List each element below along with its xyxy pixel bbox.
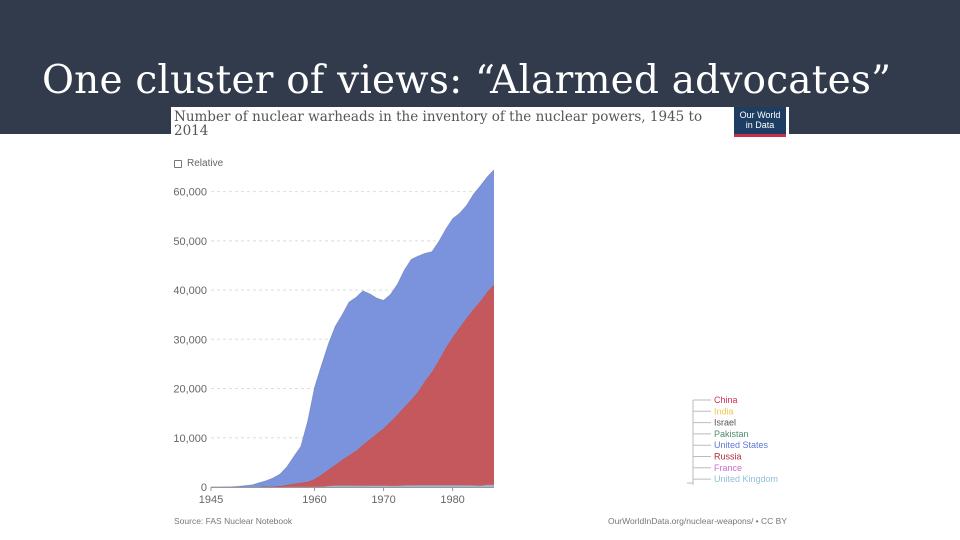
area-edge-united-states xyxy=(211,169,495,488)
slide-title: One cluster of views: “Alarmed advocates… xyxy=(42,58,892,103)
relative-label: Relative xyxy=(187,158,224,169)
relative-checkbox[interactable] xyxy=(174,159,182,168)
x-tick-label: 1980 xyxy=(440,494,464,506)
legend-label: China xyxy=(714,395,738,405)
chart-svg: 0 10,000 20,000 30,000 40,000 50,000 60,000 194… xyxy=(173,169,778,506)
y-tick-label: 30,000 xyxy=(173,334,207,346)
chart-card: Number of nuclear warheads in the invent… xyxy=(171,107,789,527)
legend-label: France xyxy=(714,463,742,473)
relative-toggle[interactable]: Relative xyxy=(174,158,223,169)
legend-label: United Kingdom xyxy=(714,474,778,484)
y-tick-label: 10,000 xyxy=(173,433,207,445)
area-united-kingdom xyxy=(211,484,494,487)
axes: 0 10,000 20,000 30,000 40,000 50,000 60,000 194… xyxy=(173,187,494,506)
source-url[interactable]: OurWorldInData.org/nuclear-weapons/ • CC… xyxy=(607,516,787,526)
legend-label: United States xyxy=(714,440,769,450)
source-note: Source: FAS Nuclear Notebook xyxy=(174,516,293,526)
x-tick-label: 1960 xyxy=(302,494,326,506)
stacked-areas xyxy=(211,169,495,488)
y-tick-label: 0 xyxy=(201,482,207,494)
area-russia xyxy=(211,284,494,487)
legend-label: Israel xyxy=(714,418,736,428)
x-tick-label: 1945 xyxy=(199,494,223,506)
logo-line1: Our World xyxy=(739,110,781,120)
owid-logo[interactable]: Our World in Data xyxy=(734,107,786,137)
y-tick-label: 20,000 xyxy=(173,384,207,396)
legend-label: Pakistan xyxy=(714,429,749,439)
y-tick-label: 60,000 xyxy=(173,187,207,199)
logo-line2: in Data xyxy=(745,119,775,130)
y-tick-label: 50,000 xyxy=(173,236,207,248)
chart-title: Number of nuclear warheads in the invent… xyxy=(174,109,703,139)
legend-label: India xyxy=(714,406,734,416)
legend-label: Russia xyxy=(714,452,742,462)
y-tick-label: 40,000 xyxy=(173,285,207,297)
x-tick-label: 1970 xyxy=(371,494,395,506)
area-united-states xyxy=(211,169,494,487)
